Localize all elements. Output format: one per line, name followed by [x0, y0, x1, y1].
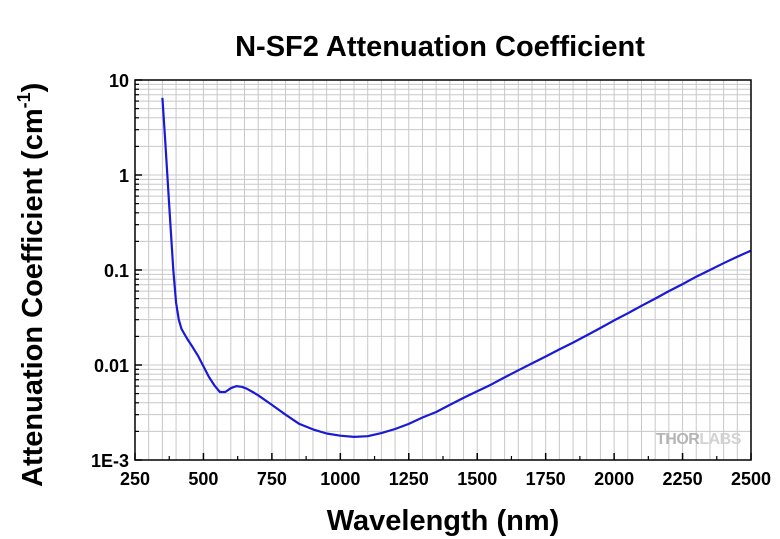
x-tick-label: 2250 — [663, 469, 703, 489]
y-axis-label-superscript: -1 — [14, 92, 34, 108]
watermark-thor: THOR — [656, 431, 700, 448]
y-axis-label: Attenuation Coefficient (cm-1) — [14, 83, 49, 487]
y-axis-label-main: Attenuation Coefficient (cm — [17, 108, 49, 487]
chart-title: N-SF2 Attenuation Coefficient — [235, 31, 645, 63]
attenuation-curve — [161, 97, 752, 438]
x-tick-labels: 250 500 750 1000 1250 1500 1750 2000 2250 2500 — [120, 469, 771, 489]
x-tick-label: 750 — [257, 469, 287, 489]
y-tick-label: 10 — [109, 71, 129, 91]
x-tick-label: 1500 — [457, 469, 497, 489]
y-axis-label-close: ) — [17, 83, 49, 93]
y-tick-label: 0.1 — [104, 261, 129, 281]
watermark-logo: THORLABS — [656, 431, 742, 448]
y-tick-label: 1 — [119, 166, 129, 186]
svg-text:THORLABS: THORLABS — [656, 431, 742, 448]
x-tick-label: 1000 — [320, 469, 360, 489]
axis-ticks — [134, 79, 752, 461]
x-tick-label: 1250 — [389, 469, 429, 489]
x-tick-label: 2000 — [594, 469, 634, 489]
grid-lines — [135, 80, 751, 460]
y-tick-label: 1E-3 — [91, 451, 129, 471]
x-tick-label: 500 — [188, 469, 218, 489]
y-tick-labels: 1E-3 0.01 0.1 1 10 — [91, 71, 129, 471]
y-tick-label: 0.01 — [94, 356, 129, 376]
x-tick-label: 250 — [120, 469, 150, 489]
watermark-labs: LABS — [699, 431, 741, 448]
x-tick-label: 2500 — [731, 469, 771, 489]
x-axis-label: Wavelength (nm) — [327, 505, 560, 537]
x-tick-label: 1750 — [526, 469, 566, 489]
